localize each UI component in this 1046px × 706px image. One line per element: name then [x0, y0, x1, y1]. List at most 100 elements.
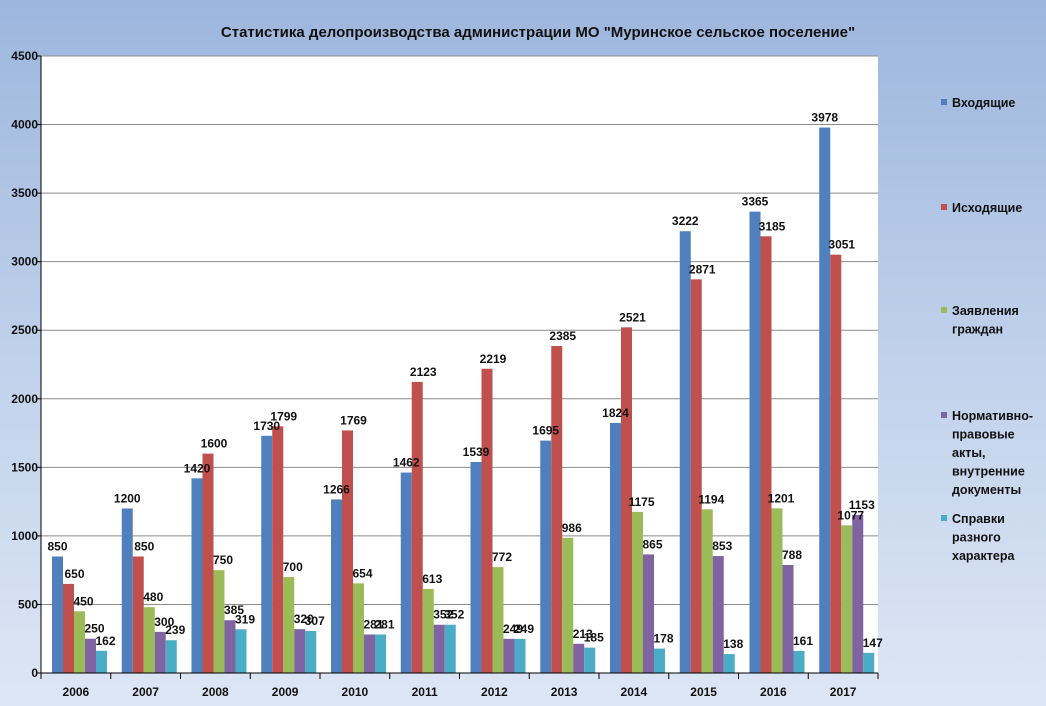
- bar: [191, 478, 203, 673]
- data-label: 3365: [742, 195, 769, 209]
- bar: [723, 654, 735, 673]
- legend-label: Входящие: [952, 96, 1015, 110]
- bar: [830, 254, 842, 673]
- data-label: 1695: [532, 424, 559, 438]
- legend-label: акты,: [952, 446, 985, 460]
- bar: [400, 472, 412, 673]
- bar: [562, 537, 574, 673]
- data-label: 1194: [698, 492, 724, 506]
- bar: [364, 634, 375, 673]
- data-label: 213: [573, 627, 593, 641]
- x-tick-label: 2014: [621, 685, 648, 699]
- legend-label: характера: [952, 549, 1015, 563]
- bar: [422, 588, 434, 673]
- bar: [863, 652, 875, 673]
- data-label: 613: [422, 572, 442, 586]
- bar: [621, 327, 632, 673]
- bar: [85, 638, 96, 673]
- bar: [632, 511, 643, 673]
- data-label: 772: [492, 550, 512, 564]
- legend-label: граждан: [952, 323, 1003, 337]
- data-label: 1824: [602, 406, 629, 420]
- data-label: 986: [562, 521, 582, 535]
- bar: [74, 611, 85, 673]
- y-tick-label: 1000: [11, 529, 38, 543]
- x-tick-label: 2011: [412, 685, 438, 699]
- legend-swatch: [941, 204, 947, 210]
- legend-label: внутренние: [952, 465, 1025, 479]
- data-label: 385: [224, 603, 244, 617]
- data-labels: 850 1200 1420 1730 1266 1462 1539 1695 1824 3222 3…: [47, 111, 883, 652]
- y-tick-label: 3500: [11, 186, 38, 200]
- data-label: 2123: [410, 365, 437, 379]
- bar: [712, 556, 724, 673]
- bar: [701, 509, 713, 673]
- legend-swatch: [941, 307, 947, 313]
- data-label: 700: [283, 560, 303, 574]
- bar: [793, 650, 805, 673]
- legend-label: Нормативно-: [952, 409, 1033, 423]
- bar: [261, 435, 273, 673]
- y-tick-label: 4500: [11, 49, 38, 63]
- data-label: 750: [213, 553, 233, 567]
- data-label: 161: [793, 634, 813, 648]
- bar: [749, 211, 761, 674]
- bar: [96, 650, 107, 673]
- legend-label: Справки: [952, 512, 1005, 526]
- bar: [610, 422, 621, 673]
- data-label: 1175: [628, 495, 654, 509]
- data-label: 162: [95, 634, 115, 648]
- legend-swatch: [941, 412, 947, 418]
- data-label: 450: [73, 594, 93, 608]
- y-tick-label: 0: [31, 666, 38, 680]
- data-label: 352: [433, 608, 453, 622]
- data-label: 1153: [849, 498, 875, 512]
- data-label: 650: [64, 567, 84, 581]
- bar: [470, 461, 482, 673]
- bar: [63, 583, 74, 673]
- data-label: 853: [712, 539, 732, 553]
- data-label: 1201: [768, 491, 795, 505]
- data-label: 850: [134, 539, 154, 553]
- data-label: 480: [143, 590, 163, 604]
- data-label: 654: [352, 566, 372, 580]
- bar: [305, 630, 317, 673]
- data-label: 1539: [463, 445, 490, 459]
- bar: [551, 345, 563, 673]
- x-tick-label: 2008: [202, 685, 229, 699]
- bar: [444, 624, 456, 673]
- bar: [540, 440, 552, 673]
- x-tick-label: 2009: [272, 685, 299, 699]
- bar: [52, 556, 63, 673]
- data-label: 3978: [811, 111, 838, 125]
- legend-label: правовые: [952, 428, 1015, 442]
- x-tick-label: 2010: [342, 685, 369, 699]
- x-tick-label: 2013: [551, 685, 578, 699]
- tick-labels: 0 500 1000 1500 2000 2500 3000 3500 4000 4500 2006…: [11, 49, 879, 699]
- bar: [143, 607, 155, 673]
- legend-swatch: [941, 515, 947, 521]
- data-label: 2521: [619, 310, 646, 324]
- data-label: 2219: [480, 352, 507, 366]
- data-label: 1420: [184, 461, 211, 475]
- gridlines: [41, 55, 878, 605]
- bar: [165, 640, 177, 673]
- bar: [679, 231, 691, 673]
- x-tick-label: 2006: [63, 685, 90, 699]
- y-tick-label: 4000: [11, 118, 38, 132]
- data-label: 138: [723, 637, 743, 651]
- legend: Входящие Исходящие Заявления граждан Нормати…: [941, 96, 1033, 563]
- bar: [573, 643, 585, 673]
- data-label: 239: [165, 623, 185, 637]
- bar: [331, 499, 342, 673]
- bar: [514, 638, 526, 673]
- legend-label: документы: [952, 483, 1021, 497]
- y-tick-label: 2500: [11, 323, 38, 337]
- bars: [52, 127, 875, 674]
- data-label: 3222: [672, 214, 699, 228]
- bar: [584, 647, 596, 673]
- data-label: 1600: [201, 437, 228, 451]
- x-tick-label: 2007: [132, 685, 159, 699]
- data-label: 320: [294, 612, 314, 626]
